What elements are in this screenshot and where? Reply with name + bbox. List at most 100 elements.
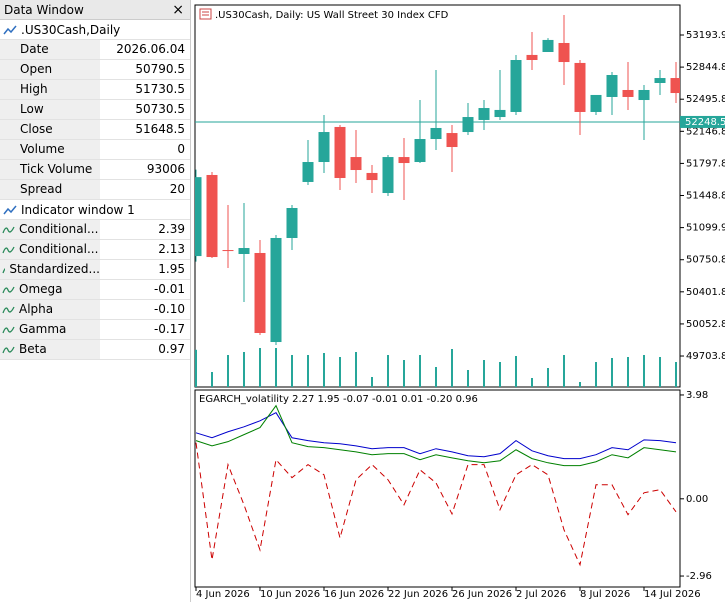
close-button[interactable]: × <box>172 1 184 18</box>
row-value: 1.95 <box>158 262 185 276</box>
candle-body <box>494 109 506 118</box>
y-tick-label: 3.98 <box>686 390 708 401</box>
y-tick-label: 49703.8 <box>686 351 725 362</box>
volume-bar <box>499 362 501 387</box>
volume-bar <box>483 360 485 387</box>
indicator-frame <box>194 389 681 588</box>
data-row: Spread 20 <box>0 180 190 200</box>
y-tick-label: 51797.8 <box>686 158 725 169</box>
y-tick-label: 50052.8 <box>686 319 725 330</box>
y-tick-label: 50401.8 <box>686 287 725 298</box>
y-tick-label: 53193.9 <box>686 30 725 41</box>
row-label: Date <box>20 42 49 56</box>
candle-body <box>510 60 522 112</box>
volume-bar <box>275 348 277 387</box>
volume-bar <box>579 382 581 387</box>
row-label: Volume <box>20 142 65 156</box>
row-label-cell: Conditional... <box>0 220 100 239</box>
data-window: Data Window × .US30Cash,Daily Date 2026.06… <box>0 0 191 602</box>
data-row: Omega -0.01 <box>0 280 190 300</box>
candle-body <box>430 127 442 140</box>
x-tick-label: 22 Jun 2026 <box>388 589 448 600</box>
icon <box>2 226 15 233</box>
volume-bar <box>403 360 405 387</box>
indicator-line <box>195 412 677 460</box>
row-value: 2.13 <box>158 242 185 256</box>
candle-body <box>622 89 634 97</box>
row-label-cell: Alpha <box>0 300 100 319</box>
row-label: Conditional... <box>19 242 99 256</box>
volume-bar <box>451 349 453 387</box>
icon <box>2 286 15 293</box>
candle-body <box>318 132 330 163</box>
y-tick-label: 52146.8 <box>686 126 725 137</box>
row-label-cell: Tick Volume <box>0 160 100 179</box>
volume-bar <box>531 378 533 387</box>
icon <box>3 205 17 214</box>
data-row: Date 2026.06.04 <box>0 40 190 60</box>
volume-bar <box>387 355 389 387</box>
row-label-cell: Date <box>0 40 100 59</box>
row-value: -0.01 <box>153 282 185 296</box>
row-label-cell: Spread <box>0 180 100 199</box>
icon <box>2 326 15 333</box>
row-value: 51648.5 <box>135 122 185 136</box>
indicator-line <box>195 442 677 567</box>
volume-bar <box>243 352 245 387</box>
row-value: 50730.5 <box>135 102 185 116</box>
row-value: 0 <box>177 142 185 156</box>
x-tick-label: 26 Jun 2026 <box>452 589 512 600</box>
volume-bar <box>211 372 213 387</box>
y-tick-label: 51099.9 <box>686 223 725 234</box>
y-tick-label: 0.00 <box>686 494 708 505</box>
symbol-icon <box>199 8 212 20</box>
volume-bar <box>355 352 357 387</box>
indicator-title: EGARCH_volatility 2.27 1.95 -0.07 -0.01 … <box>199 394 478 405</box>
volume-bar <box>675 362 677 387</box>
candle-body <box>238 248 250 254</box>
row-label-cell: Conditional... <box>0 240 100 259</box>
candle-body <box>590 94 602 112</box>
volume-bar <box>259 348 261 387</box>
data-row: Close 51648.5 <box>0 120 190 140</box>
data-row: High 51730.5 <box>0 80 190 100</box>
main-frame <box>194 4 681 388</box>
x-tick-label: 2 Jul 2026 <box>516 589 566 600</box>
x-tick-label: 4 Jun 2026 <box>196 589 250 600</box>
row-label-cell: Omega <box>0 280 100 299</box>
volume-bar <box>323 353 325 387</box>
data-row: Low 50730.5 <box>0 100 190 120</box>
row-label-cell: Open <box>0 60 100 79</box>
data-row: Conditional... 2.39 <box>0 220 190 240</box>
candle-body <box>254 252 266 334</box>
volume-bar <box>227 355 229 387</box>
indicator-line <box>195 404 677 467</box>
row-label-cell: Standardized... <box>0 260 100 279</box>
candle-body <box>446 133 458 148</box>
row-label: Beta <box>19 342 47 356</box>
data-row: Conditional... 2.13 <box>0 240 190 260</box>
data-row: Alpha -0.10 <box>0 300 190 320</box>
row-label-cell: Close <box>0 120 100 139</box>
panel-header: Data Window × <box>0 0 190 20</box>
candle-body <box>366 172 378 181</box>
candle-body <box>382 157 394 194</box>
candle-body <box>414 139 426 163</box>
indicator-rows: Conditional... 2.39 Conditional... 2.13 Stan… <box>0 220 190 360</box>
row-label: Close <box>20 122 53 136</box>
panel-title: Data Window <box>4 2 84 17</box>
icon <box>2 246 15 253</box>
symbol-row: .US30Cash,Daily <box>0 20 190 40</box>
icon <box>2 267 6 273</box>
row-value: -0.17 <box>153 322 185 336</box>
row-label: Low <box>20 102 44 116</box>
candle-body <box>638 89 650 101</box>
chart-title: .US30Cash, Daily: US Wall Street 30 Inde… <box>215 10 449 21</box>
volume-bar <box>307 355 309 387</box>
row-label: Omega <box>19 282 63 296</box>
y-tick-label: 51448.8 <box>686 191 725 202</box>
data-row: Standardized... 1.95 <box>0 260 190 280</box>
volume-bar <box>643 355 645 387</box>
indicator-title: Indicator window 1 <box>21 202 135 217</box>
